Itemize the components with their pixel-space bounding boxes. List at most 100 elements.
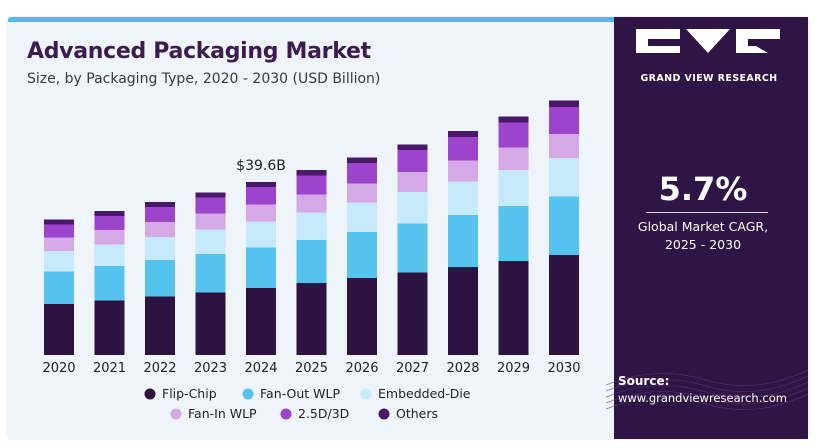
bar-segment-fan-out-wlp-2027 [397, 223, 428, 273]
accent-bar [8, 17, 614, 22]
info-panel [614, 17, 808, 439]
bar-segment-2-5d-3d-2027 [397, 150, 428, 172]
legend-marker-fan-out-wlp [242, 388, 254, 400]
bar-segment-fan-in-wlp-2023 [195, 213, 226, 230]
bar-segment-fan-out-wlp-2022 [145, 260, 175, 297]
bar-segment-embedded-die-2025 [296, 212, 327, 240]
legend-label-fan-out-wlp: Fan-Out WLP [260, 386, 340, 401]
x-tick-label-2026: 2026 [345, 361, 378, 376]
bar-segment-fan-in-wlp-2025 [296, 194, 327, 213]
bar-segment-others-2025 [296, 170, 327, 176]
data-label-annotation: $39.6B [236, 158, 286, 174]
x-tick-label-2022: 2022 [143, 361, 176, 376]
bar-segment-2-5d-3d-2030 [549, 107, 579, 134]
x-tick-label-2021: 2021 [93, 361, 126, 376]
x-tick-label-2027: 2027 [396, 361, 429, 376]
bar-segment-fan-in-wlp-2028 [448, 160, 478, 182]
bar-segment-fan-out-wlp-2026 [347, 232, 377, 278]
bar-segment-embedded-die-2029 [498, 170, 529, 206]
x-tick-label-2024: 2024 [244, 361, 277, 376]
bar-segment-2-5d-3d-2020 [44, 224, 74, 238]
bar-segment-embedded-die-2026 [347, 202, 377, 232]
bar-segment-2-5d-3d-2024 [246, 187, 276, 205]
cagr-divider [646, 212, 768, 213]
cagr-label: Global Market CAGR, 2025 - 2030 [606, 218, 800, 254]
bar-segment-flip-chip-2029 [498, 261, 529, 355]
bar-segment-flip-chip-2030 [549, 255, 579, 355]
legend-label-others: Others [396, 406, 438, 421]
bar-segment-fan-out-wlp-2025 [296, 240, 327, 283]
bar-segment-others-2026 [347, 157, 377, 163]
legend-label-flip-chip: Flip-Chip [162, 386, 217, 401]
bar-segment-fan-out-wlp-2024 [246, 247, 276, 288]
bar-segment-fan-in-wlp-2029 [498, 147, 529, 170]
bar-segment-flip-chip-2023 [195, 292, 226, 355]
bar-segment-fan-out-wlp-2028 [448, 215, 478, 267]
bar-segment-fan-in-wlp-2021 [94, 230, 125, 245]
legend-marker-others [378, 408, 390, 420]
x-tick-label-2028: 2028 [446, 361, 479, 376]
bar-segment-flip-chip-2022 [145, 296, 175, 355]
legend-marker-2-5d-3d [280, 408, 292, 420]
bar-segment-2-5d-3d-2022 [145, 207, 175, 222]
x-tick-label-2023: 2023 [194, 361, 227, 376]
bar-segment-flip-chip-2028 [448, 267, 478, 355]
bar-segment-others-2022 [145, 202, 175, 207]
bar-segment-2-5d-3d-2023 [195, 197, 226, 214]
bar-segment-flip-chip-2025 [296, 283, 327, 355]
bar-segment-2-5d-3d-2025 [296, 175, 327, 195]
bar-segment-flip-chip-2027 [397, 272, 428, 355]
legend-marker-fan-in-wlp [170, 408, 182, 420]
bar-segment-fan-in-wlp-2024 [246, 204, 276, 222]
legend-label-2-5d-3d: 2.5D/3D [298, 406, 349, 421]
bar-segment-2-5d-3d-2028 [448, 137, 478, 161]
legend-marker-flip-chip [144, 388, 156, 400]
bar-segment-others-2020 [44, 219, 74, 225]
bar-segment-embedded-die-2022 [145, 237, 175, 260]
bar-segment-others-2021 [94, 211, 125, 216]
cagr-value: 5.7% [658, 170, 748, 208]
bar-segment-embedded-die-2020 [44, 251, 74, 272]
wave-decoration [606, 369, 808, 410]
bar-segment-others-2030 [549, 100, 579, 107]
cagr-label-line2: 2025 - 2030 [664, 237, 742, 252]
legend-marker-embedded-die [360, 388, 372, 400]
bar-segment-fan-out-wlp-2023 [195, 254, 226, 293]
bar-segment-fan-out-wlp-2030 [549, 196, 579, 255]
cagr-label-line1: Global Market CAGR, [637, 219, 769, 234]
bar-segment-flip-chip-2021 [94, 300, 125, 355]
x-tick-label-2025: 2025 [295, 361, 328, 376]
bar-segment-embedded-die-2028 [448, 181, 478, 215]
bar-segment-2-5d-3d-2029 [498, 122, 529, 148]
bar-segment-embedded-die-2024 [246, 221, 276, 248]
chart-title: Advanced Packaging Market [27, 39, 371, 64]
bar-segment-fan-in-wlp-2027 [397, 172, 428, 192]
brand-name: GRAND VIEW RESEARCH [640, 73, 778, 84]
grand-view-research-logo [636, 29, 780, 53]
bar-segment-embedded-die-2027 [397, 192, 428, 224]
bar-segment-fan-out-wlp-2029 [498, 206, 529, 261]
bar-segment-fan-out-wlp-2021 [94, 266, 125, 301]
bar-segment-fan-in-wlp-2026 [347, 183, 377, 203]
bar-segment-others-2029 [498, 116, 529, 123]
bar-segment-fan-in-wlp-2020 [44, 237, 74, 251]
x-tick-label-2020: 2020 [42, 361, 75, 376]
bar-segment-fan-out-wlp-2020 [44, 271, 74, 304]
x-tick-label-2029: 2029 [497, 361, 530, 376]
bar-segment-2-5d-3d-2026 [347, 163, 377, 184]
chart-subtitle: Size, by Packaging Type, 2020 - 2030 (US… [27, 71, 381, 87]
x-tick-label-2030: 2030 [547, 361, 580, 376]
bar-segment-fan-in-wlp-2030 [549, 134, 579, 158]
bar-segment-others-2023 [195, 192, 226, 198]
bar-segment-flip-chip-2026 [347, 278, 377, 355]
bar-segment-embedded-die-2030 [549, 158, 579, 197]
bar-segment-others-2024 [246, 182, 276, 187]
bar-segment-others-2028 [448, 131, 478, 137]
bar-segment-flip-chip-2024 [246, 288, 276, 355]
legend-label-embedded-die: Embedded-Die [378, 386, 471, 401]
bar-segment-fan-in-wlp-2022 [145, 222, 175, 237]
source-label: Source: [618, 374, 670, 388]
bar-segment-embedded-die-2023 [195, 229, 226, 254]
bar-segment-2-5d-3d-2021 [94, 216, 125, 230]
